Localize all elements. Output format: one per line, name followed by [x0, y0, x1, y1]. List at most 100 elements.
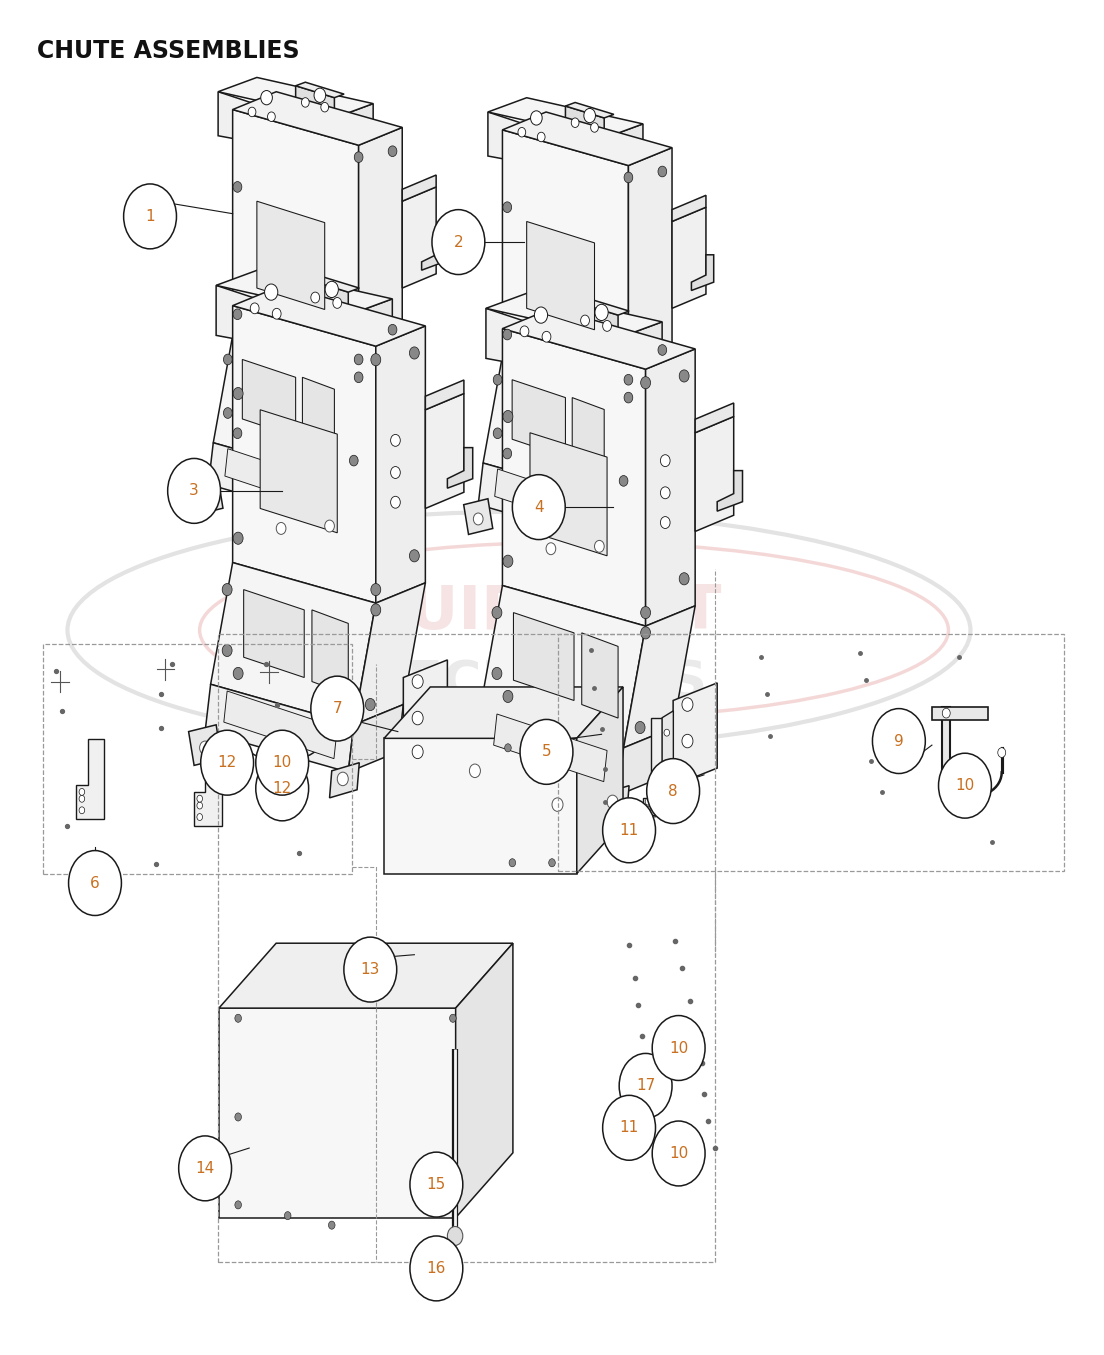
Text: EQUIPMENT: EQUIPMENT [316, 583, 722, 642]
Bar [558, 634, 1064, 871]
Text: 14: 14 [195, 1161, 215, 1176]
Polygon shape [224, 691, 337, 759]
Circle shape [235, 1201, 242, 1209]
Bar [219, 634, 715, 1262]
Polygon shape [502, 130, 628, 392]
Circle shape [518, 127, 526, 137]
Circle shape [449, 1014, 456, 1022]
Polygon shape [219, 943, 513, 1008]
Circle shape [233, 668, 243, 679]
Polygon shape [353, 583, 425, 725]
Polygon shape [233, 92, 402, 145]
Circle shape [658, 344, 667, 355]
Circle shape [337, 772, 348, 786]
Circle shape [645, 798, 651, 805]
Circle shape [492, 607, 502, 619]
Circle shape [640, 607, 650, 619]
Polygon shape [269, 512, 296, 538]
Circle shape [679, 573, 689, 585]
Polygon shape [225, 449, 325, 508]
Polygon shape [213, 336, 359, 478]
Text: 11: 11 [619, 822, 639, 837]
Circle shape [168, 458, 221, 523]
Polygon shape [484, 356, 628, 499]
Polygon shape [458, 748, 491, 789]
Circle shape [493, 374, 502, 385]
Polygon shape [244, 589, 305, 678]
Polygon shape [718, 470, 743, 511]
Circle shape [301, 98, 309, 107]
Circle shape [660, 455, 670, 466]
Circle shape [624, 374, 633, 385]
Circle shape [542, 332, 551, 343]
Circle shape [410, 347, 420, 359]
Circle shape [469, 764, 480, 778]
Circle shape [389, 324, 397, 335]
Circle shape [571, 118, 578, 127]
Circle shape [391, 435, 401, 446]
Polygon shape [609, 374, 672, 499]
Circle shape [664, 760, 670, 767]
Text: 1: 1 [146, 209, 155, 224]
Circle shape [314, 88, 326, 103]
Circle shape [233, 428, 242, 439]
Circle shape [276, 523, 286, 534]
Circle shape [321, 103, 329, 112]
Polygon shape [233, 286, 425, 347]
Circle shape [222, 584, 232, 596]
Circle shape [512, 474, 565, 539]
Circle shape [251, 304, 259, 314]
Text: SPECIALISTS: SPECIALISTS [330, 659, 708, 710]
Polygon shape [512, 379, 565, 457]
Polygon shape [194, 478, 223, 514]
Circle shape [509, 859, 516, 867]
Circle shape [233, 388, 243, 400]
Polygon shape [513, 612, 574, 701]
Circle shape [664, 791, 670, 798]
Circle shape [311, 676, 363, 741]
Circle shape [79, 806, 85, 814]
Circle shape [233, 182, 242, 192]
Polygon shape [425, 393, 464, 508]
Circle shape [371, 604, 381, 617]
Polygon shape [348, 705, 403, 772]
Circle shape [371, 584, 381, 596]
Text: 7: 7 [332, 701, 342, 715]
Circle shape [389, 146, 397, 157]
Polygon shape [502, 112, 672, 165]
Polygon shape [216, 286, 348, 359]
Circle shape [410, 1236, 463, 1301]
Polygon shape [628, 148, 672, 392]
Polygon shape [587, 533, 614, 562]
Polygon shape [425, 379, 464, 409]
Polygon shape [565, 106, 604, 137]
Circle shape [503, 556, 513, 568]
Circle shape [326, 282, 338, 298]
Circle shape [410, 550, 420, 562]
Polygon shape [243, 359, 296, 436]
Polygon shape [384, 738, 576, 874]
Polygon shape [624, 606, 696, 748]
Polygon shape [644, 718, 662, 816]
Circle shape [391, 496, 401, 508]
Circle shape [531, 111, 542, 125]
Polygon shape [194, 745, 222, 827]
Circle shape [235, 1112, 242, 1121]
Polygon shape [302, 377, 335, 453]
Polygon shape [486, 309, 618, 382]
Circle shape [261, 91, 273, 104]
Circle shape [584, 108, 595, 123]
Polygon shape [76, 738, 105, 820]
Polygon shape [582, 633, 618, 718]
Polygon shape [219, 77, 373, 118]
Polygon shape [318, 512, 344, 543]
Text: 8: 8 [668, 783, 678, 798]
Polygon shape [475, 707, 624, 795]
Polygon shape [696, 402, 734, 432]
Polygon shape [205, 684, 353, 772]
Text: 12: 12 [217, 755, 236, 770]
Polygon shape [478, 463, 609, 541]
Polygon shape [456, 943, 513, 1218]
Polygon shape [348, 299, 392, 359]
Polygon shape [359, 127, 402, 371]
